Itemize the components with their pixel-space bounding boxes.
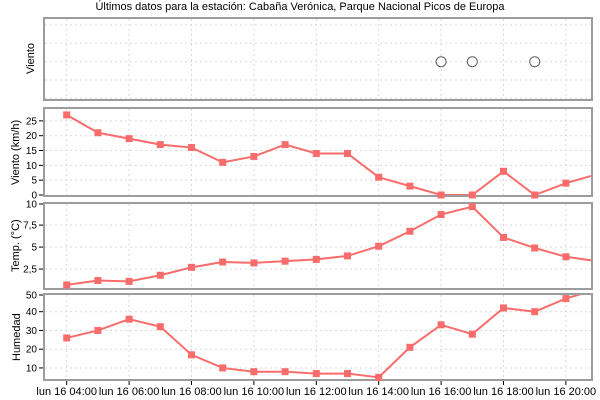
panel-viento-velocidad: 0 5 10 15 20 25 (26, 107, 593, 202)
temperatura-data-point (375, 242, 383, 250)
viento-velocidad-data-point (375, 173, 383, 181)
panel-frame (43, 293, 593, 381)
y-tick-label: 2,5 (23, 265, 37, 276)
humedad-data-point (156, 323, 164, 331)
viento-velocidad-data-point (156, 141, 164, 149)
x-tick-label: lun 16 18:00 (473, 386, 534, 398)
temperatura-data-point (125, 277, 133, 285)
temperatura-data-point (312, 255, 320, 263)
calm-wind-circle (529, 56, 541, 68)
humedad-data-point (531, 308, 539, 316)
y-tick-label: 50 (26, 291, 38, 302)
temperatura-data-point (344, 252, 351, 260)
humedad-data-point (562, 295, 570, 303)
viento-velocidad-data-point (250, 152, 258, 160)
temperatura-data-point (562, 253, 570, 261)
x-tick-label: lun 16 10:00 (224, 386, 285, 398)
x-tick-label: lun 16 12:00 (286, 386, 347, 398)
x-tick-label: lun 16 20:00 (536, 386, 597, 398)
viento-velocidad-data-point (344, 149, 351, 157)
viento-velocidad-data-point (562, 179, 570, 187)
viento-velocidad-data-point (468, 191, 476, 199)
y-tick-label: 5 (31, 176, 37, 187)
panel-frame (43, 17, 593, 101)
x-tick-label: lun 16 04:00 (36, 386, 97, 398)
x-tick-label: lun 16 06:00 (99, 386, 160, 398)
viento-velocidad-data-point (312, 149, 320, 157)
humedad-data-point (500, 304, 507, 312)
humedad-data-point (188, 351, 195, 359)
temperatura-data-point (437, 211, 445, 219)
viento-velocidad-data-point (188, 144, 195, 152)
viento-velocidad-data-point (531, 191, 539, 199)
viento-velocidad-data-point (125, 135, 133, 143)
y-tick-label: 15 (26, 146, 38, 157)
x-tick-label: lun 16 14:00 (348, 386, 409, 398)
panel-frame (43, 202, 593, 290)
humedad-data-point (250, 368, 258, 376)
viento-velocidad-data-point (437, 191, 445, 199)
temperatura-data-point (63, 281, 71, 289)
humedad-data-point (63, 334, 71, 342)
y-tick-label: 5 (31, 243, 37, 254)
chart-title: Últimos datos para la estación: Cabaña V… (95, 1, 505, 13)
humedad-data-point (468, 330, 476, 338)
temperatura-data-point (500, 233, 507, 241)
humedad-data-point (406, 343, 414, 351)
temperatura-data-point (94, 277, 102, 285)
temperatura-data-point (219, 258, 227, 266)
viento-velocidad-data-point (63, 111, 71, 119)
x-tick-label: lun 16 08:00 (161, 386, 222, 398)
humedad-data-point (344, 370, 351, 378)
y-tick-label: 10 (26, 363, 38, 374)
temperatura-data-point (281, 257, 289, 265)
panel-temperatura: 2,5 5 7,5 10 (23, 200, 593, 290)
x-tick-label: lun 16 16:00 (411, 386, 472, 398)
panel-humedad: 10 20 30 40 50 (26, 291, 593, 381)
y-tick-label: 40 (26, 307, 38, 318)
temperatura-data-point (468, 203, 476, 211)
humedad-line (66, 295, 582, 379)
panel-frame (43, 107, 593, 197)
temperatura-data-point (250, 259, 258, 267)
humedad-data-point (375, 373, 383, 381)
humedad-data-point (437, 321, 445, 329)
panel-viento-direccion (43, 17, 593, 101)
viento-velocidad-data-point (281, 141, 289, 149)
viento-velocidad-data-point (219, 158, 227, 166)
y-tick-label: 7,5 (23, 221, 37, 232)
y-tick-label: 25 (26, 116, 38, 127)
temperatura-data-point (531, 244, 539, 252)
humedad-data-point (219, 364, 227, 372)
calm-wind-circle (466, 56, 478, 68)
temperatura-line (66, 205, 591, 286)
y-tick-label: 20 (26, 345, 38, 356)
humedad-data-point (281, 368, 289, 376)
y-tick-label: 10 (26, 200, 38, 211)
y-tick-label: 10 (26, 161, 38, 172)
viento-velocidad-data-point (406, 182, 414, 190)
humedad-data-point (94, 326, 102, 334)
temperatura-data-point (156, 271, 164, 279)
calm-wind-circle (435, 56, 447, 68)
viento-velocidad-data-point (94, 129, 102, 137)
humedad-data-point (125, 315, 133, 323)
y-tick-label: 30 (26, 326, 38, 337)
viento-velocidad-line (66, 114, 591, 195)
viento-velocidad-data-point (500, 167, 507, 175)
y-tick-label: 0 (31, 191, 37, 202)
y-tick-label: 20 (26, 131, 38, 142)
humedad-data-point (312, 370, 320, 378)
x-axis: lun 16 04:00 lun 16 06:00 lun 16 08:00 lun … (36, 381, 596, 398)
temperatura-data-point (188, 263, 195, 271)
temperatura-data-point (406, 227, 414, 235)
